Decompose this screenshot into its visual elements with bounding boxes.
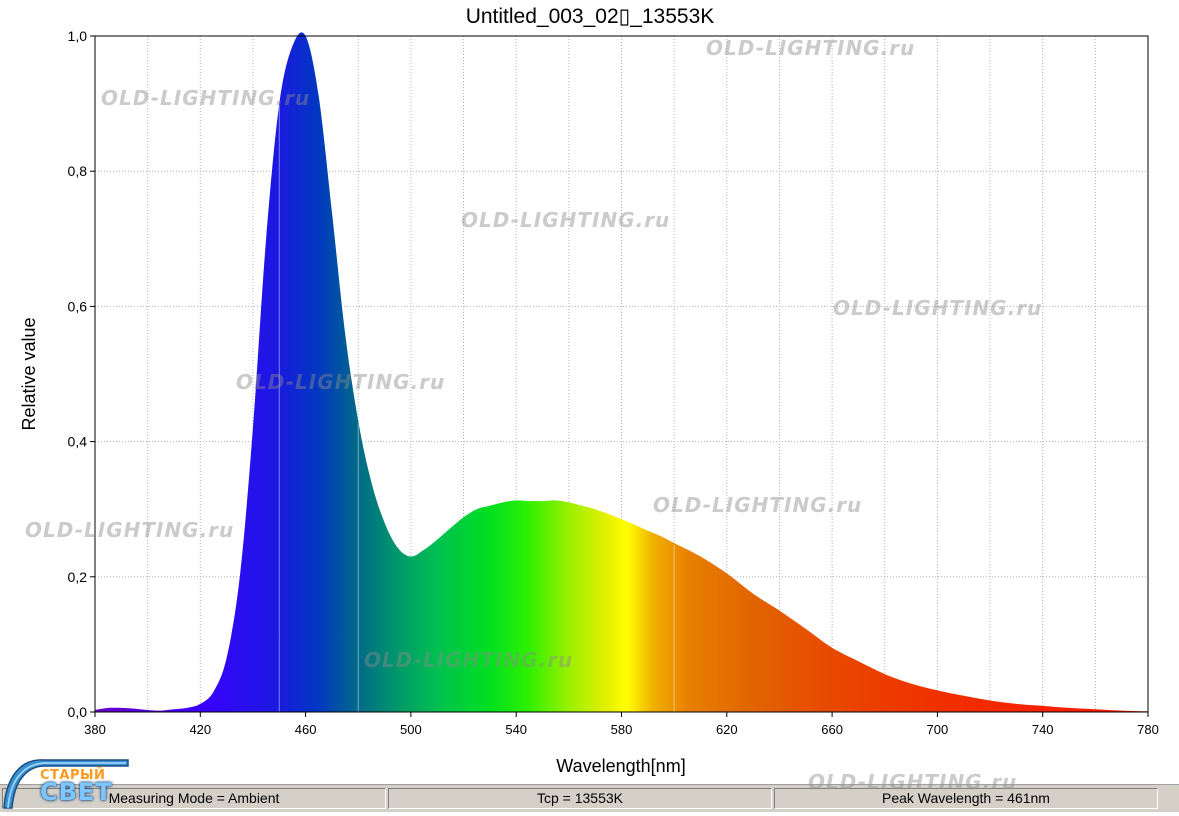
x-tick-label: 700 [927,722,949,737]
x-tick-label: 620 [716,722,738,737]
y-axis-label: Relative value [19,317,39,430]
watermark: OLD-LIGHTING.ru [101,86,311,110]
logo-top-text: СТАРЫЙ [40,768,106,783]
x-tick-label: 540 [505,722,527,737]
x-tick-label: 500 [400,722,422,737]
x-tick-label: 580 [611,722,633,737]
status-measuring-mode: Measuring Mode = Ambient [2,788,386,809]
logo: СТАРЫЙ СВЕТ [0,748,135,811]
y-tick-label: 0,0 [68,704,88,720]
band-separators [278,105,675,712]
y-tick-label: 0,6 [68,298,88,314]
x-tick-label: 780 [1137,722,1159,737]
x-tick-label: 740 [1032,722,1054,737]
x-axis-label: Wavelength[nm] [556,756,685,776]
status-bar: Measuring Mode = Ambient Tcp = 13553K Pe… [0,784,1179,812]
watermark: OLD-LIGHTING.ru [364,648,574,672]
y-tick-label: 0,4 [68,434,88,450]
watermark: OLD-LIGHTING.ru [833,296,1043,320]
logo-main-text: СВЕТ [40,778,113,806]
x-tick-label: 420 [189,722,211,737]
logo-swoosh-icon [3,759,129,809]
y-tick-label: 0,2 [68,569,88,585]
watermark: OLD-LIGHTING.ru [236,370,446,394]
spectrum-chart: Untitled_003_02▯_13553K 380 420 460 500 540 5… [19,5,1159,776]
watermark: OLD-LIGHTING.ru [653,493,863,517]
watermark: OLD-LIGHTING.ru [706,36,916,60]
y-tick-label: 0,8 [68,163,88,179]
status-peak-wavelength: Peak Wavelength = 461nm [774,788,1158,809]
x-tick-label: 660 [821,722,843,737]
watermark: OLD-LIGHTING.ru [25,518,235,542]
y-axis-ticks: 0,0 0,2 0,4 0,6 0,8 1,0 [68,28,95,720]
status-tcp: Tcp = 13553K [388,788,772,809]
watermark: OLD-LIGHTING.ru [461,208,671,232]
y-tick-label: 1,0 [68,28,88,44]
spectrum-area [95,32,1148,712]
x-tick-label: 380 [84,722,106,737]
x-axis-ticks: 380 420 460 500 540 580 620 660 700 740 780 [84,712,1159,737]
x-tick-label: 460 [295,722,317,737]
watermark: OLD-LIGHTING.ru [808,770,1018,794]
chart-title: Untitled_003_02▯_13553K [466,5,715,28]
